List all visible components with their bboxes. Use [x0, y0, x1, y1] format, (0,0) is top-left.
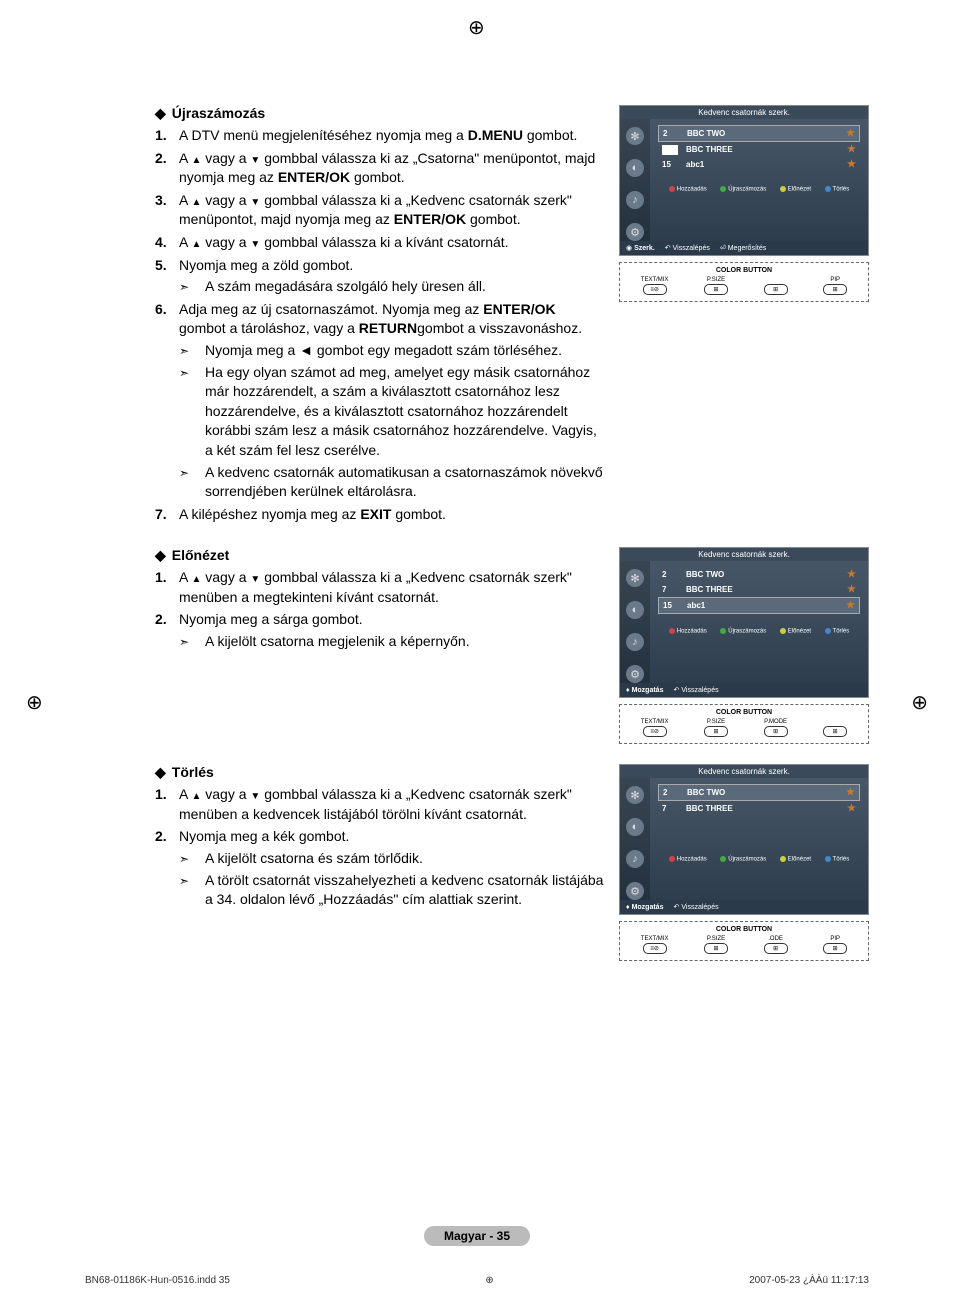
step: 4.A ▲ vagy a ▼ gombbal válassza ki a kív…: [155, 233, 604, 253]
setup-icon: ⚙: [626, 882, 644, 900]
section-title-3: ◆Törlés: [155, 764, 604, 781]
remote-strip-3: COLOR BUTTON TEXT/MIX≡⊘ P.SIZE⊞ .ODE⊞ PI…: [619, 921, 869, 961]
satellite-icon: ✻: [626, 569, 644, 587]
channel-row: 15abc1★: [658, 157, 860, 172]
section-title-1: ◆Újraszámozás: [155, 105, 604, 122]
step: 1.A DTV menü megjelenítéséhez nyomja meg…: [155, 126, 604, 146]
channel-row: 2BBC TWO★: [658, 125, 860, 142]
sound-icon: ♪: [626, 191, 644, 209]
section-delete: ◆Törlés 1.A ▲ vagy a ▼ gombbal válassza …: [155, 764, 869, 961]
channel-row: BBC THREE★: [658, 142, 860, 157]
document-footer: BN68-01186K-Hun-0516.indd 35 ⊕ 2007-05-2…: [85, 1275, 869, 1286]
page-number-badge: Magyar - 35: [0, 1226, 954, 1246]
channel-row: 2BBC TWO★: [658, 567, 860, 582]
picture-icon: ◐: [626, 601, 644, 619]
step: 2.Nyomja meg a kék gombot. ➣A kijelölt c…: [155, 827, 604, 909]
section-title-2: ◆Előnézet: [155, 547, 604, 564]
picture-icon: ◐: [626, 818, 644, 836]
step: 6.Adja meg az új csatornaszámot. Nyomja …: [155, 300, 604, 502]
step: 7.A kilépéshez nyomja meg az EXIT gombot…: [155, 505, 604, 525]
step: 1.A ▲ vagy a ▼ gombbal válassza ki a „Ke…: [155, 785, 604, 824]
tv-screenshot-2: Kedvenc csatornák szerk. ✻ ◐ ♪ ⚙ 2BBC TW…: [619, 547, 869, 698]
step: 3.A ▲ vagy a ▼ gombbal válassza ki a „Ke…: [155, 191, 604, 230]
step: 2.Nyomja meg a sárga gombot. ➣A kijelölt…: [155, 610, 604, 651]
remote-strip-1: COLOR BUTTON TEXT/MIX≡⊘ P.SIZE⊞ ⊞ PIP⊞: [619, 262, 869, 302]
channel-row: 15abc1★: [658, 597, 860, 614]
section-preview: ◆Előnézet 1.A ▲ vagy a ▼ gombbal válassz…: [155, 547, 869, 744]
picture-icon: ◐: [626, 159, 644, 177]
step: 1.A ▲ vagy a ▼ gombbal válassza ki a „Ke…: [155, 568, 604, 607]
sound-icon: ♪: [626, 633, 644, 651]
tv-screenshot-1: Kedvenc csatornák szerk. ✻ ◐ ♪ ⚙ 2BBC TW…: [619, 105, 869, 256]
remote-strip-2: COLOR BUTTON TEXT/MIX≡⊘ P.SIZE⊞ P.MODE⊞ …: [619, 704, 869, 744]
setup-icon: ⚙: [626, 665, 644, 683]
channel-row: 7BBC THREE★: [658, 801, 860, 816]
step: 2.A ▲ vagy a ▼ gombbal válassza ki az „C…: [155, 149, 604, 188]
sound-icon: ♪: [626, 850, 644, 868]
step: 5.Nyomja meg a zöld gombot. ➣A szám mega…: [155, 256, 604, 297]
page-content: ◆Újraszámozás 1.A DTV menü megjelenítésé…: [0, 0, 954, 1021]
satellite-icon: ✻: [626, 786, 644, 804]
satellite-icon: ✻: [626, 127, 644, 145]
section-renumber: ◆Újraszámozás 1.A DTV menü megjelenítésé…: [155, 105, 869, 527]
channel-row: 7BBC THREE★: [658, 582, 860, 597]
setup-icon: ⚙: [626, 223, 644, 241]
channel-row: 2BBC TWO★: [658, 784, 860, 801]
tv-screenshot-3: Kedvenc csatornák szerk. ✻ ◐ ♪ ⚙ 2BBC TW…: [619, 764, 869, 915]
